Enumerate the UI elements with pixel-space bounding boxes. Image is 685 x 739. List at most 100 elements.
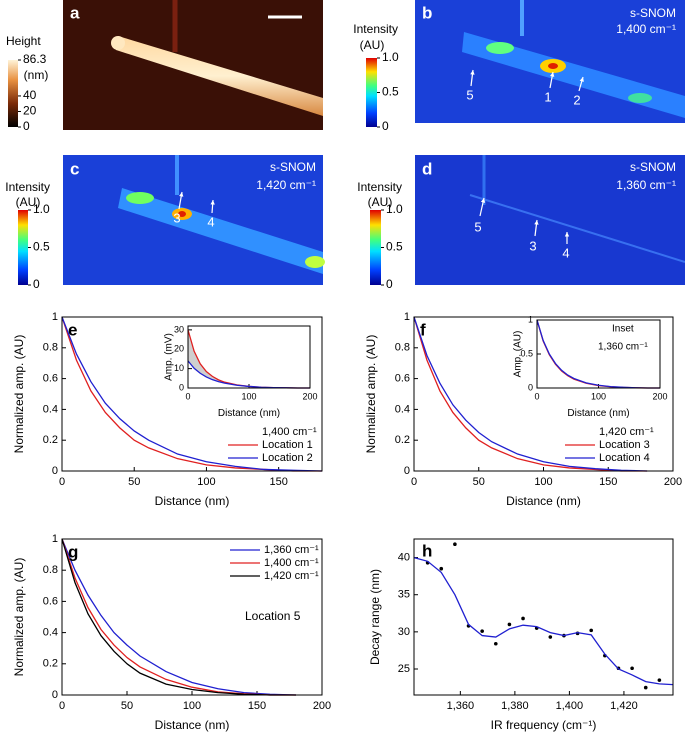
x-tick-label: 100 [183,700,201,712]
colorbar-tick-label: 40 [23,88,37,102]
plot-frame [61,538,323,696]
y-tick-label: 0.6 [43,595,58,607]
y-tick-label: 0.4 [43,627,58,639]
colorbar-title: Intensity [5,180,50,194]
series-line [61,316,323,472]
data-point [453,542,457,546]
annotation: Inset [612,324,634,335]
colorbar-unit: (AU) [16,195,41,209]
panel-label: f [420,320,426,339]
x-tick-label: 1,420 [610,700,638,712]
image-subtitle: 1,420 cm⁻¹ [256,178,316,192]
y-tick-label: 1 [52,311,58,323]
x-axis-label: Distance (nm) [155,718,230,732]
colorbar-tick-label: 0 [386,277,393,291]
x-tick-label: 1,360 [447,700,475,712]
nanorod [469,194,685,263]
x-tick-label: 50 [473,476,485,488]
y-axis-label: Normalized amp. (AU) [364,335,378,454]
location-label: 4 [207,214,214,229]
location-label: 3 [173,210,180,225]
legend-label: Location 2 [262,452,313,464]
plot-frame [536,319,661,389]
image-subtitle: 1,360 cm⁻¹ [616,178,676,192]
hotspot [126,192,154,204]
arrow-head [210,200,215,205]
y-tick-label: 20 [174,344,184,354]
y-tick-label: 35 [398,589,410,601]
colorbar-tick-label: 1.0 [386,202,403,216]
data-point [643,685,648,690]
colorbar [366,58,377,127]
x-tick-label: 150 [599,476,617,488]
y-tick-label: 0.6 [43,373,58,385]
y-tick-label: 40 [398,551,410,563]
y-axis-label: Normalized amp. (AU) [12,335,26,454]
y-tick-label: 25 [398,663,410,675]
annotation: 1,360 cm⁻¹ [598,342,648,353]
y-tick-label: 1 [528,314,533,324]
y-tick-label: 0.6 [395,373,410,385]
colorbar-tick-label: 1.0 [33,202,50,216]
data-point [548,635,553,639]
inset-background [188,326,310,388]
panel-label: d [422,159,432,178]
data-point [493,641,498,646]
y-tick-label: 0 [52,465,58,477]
inset-background [537,320,660,388]
image-subtitle: 1,400 cm⁻¹ [616,22,676,36]
plot-frame [61,316,323,472]
location-label: 5 [466,87,473,102]
annotation: Location 5 [245,609,301,623]
y-axis-label: Amp. (mV) [164,333,175,381]
arrow-head [480,198,486,203]
hotspot [305,256,325,268]
location-label: 1 [544,89,551,104]
x-tick-label: 200 [302,391,317,401]
data-point [657,678,662,682]
y-tick-label: 0.8 [43,342,58,354]
location-label: 4 [562,245,569,260]
colorbar-unit: (AU) [368,195,393,209]
hotspot [628,93,652,103]
y-axis-label: Normalized amp. (AU) [12,558,26,677]
x-tick-label: 0 [411,476,417,488]
y-tick-label: 0.4 [395,403,410,415]
legend-title: 1,420 cm⁻¹ [599,426,654,438]
y-tick-label: 0 [528,382,533,392]
location-label: 3 [529,238,536,253]
arrow-head [179,192,184,197]
plot-frame [187,325,311,389]
colorbar-title: Intensity [353,22,398,36]
arrow-head [579,77,584,82]
x-axis-label: Distance (nm) [155,494,230,508]
y-tick-label: 0.2 [395,434,410,446]
nanorod [118,188,323,274]
x-tick-label: 100 [197,476,215,488]
panel-label: b [422,3,432,22]
hotspot [486,42,514,54]
y-tick-label: 0 [52,689,58,701]
y-axis-label: Amp. (AU) [513,331,524,378]
location-label: 5 [474,219,481,234]
x-axis-label: IR frequency (cm⁻¹) [491,718,597,732]
legend-label: 1,400 cm⁻¹ [264,557,319,569]
hotspot [178,211,186,217]
y-tick-label: 0.2 [43,658,58,670]
colorbar-tick-label: 0 [33,277,40,291]
arrow-head [550,72,555,77]
panel-label: c [70,159,79,178]
legend-title: 1,400 cm⁻¹ [262,426,317,438]
y-tick-label: 0 [404,465,410,477]
colorbar-title: Intensity [357,180,402,194]
arrow-head [534,220,539,225]
legend-label: Location 1 [262,439,313,451]
legend-label: Location 3 [599,439,650,451]
x-tick-label: 200 [652,391,667,401]
y-tick-label: 0.2 [43,434,58,446]
x-axis-label: Distance (nm) [218,408,280,419]
x-tick-label: 50 [128,476,140,488]
image-title: s-SNOM [630,6,676,20]
legend-label: Location 4 [599,452,650,464]
